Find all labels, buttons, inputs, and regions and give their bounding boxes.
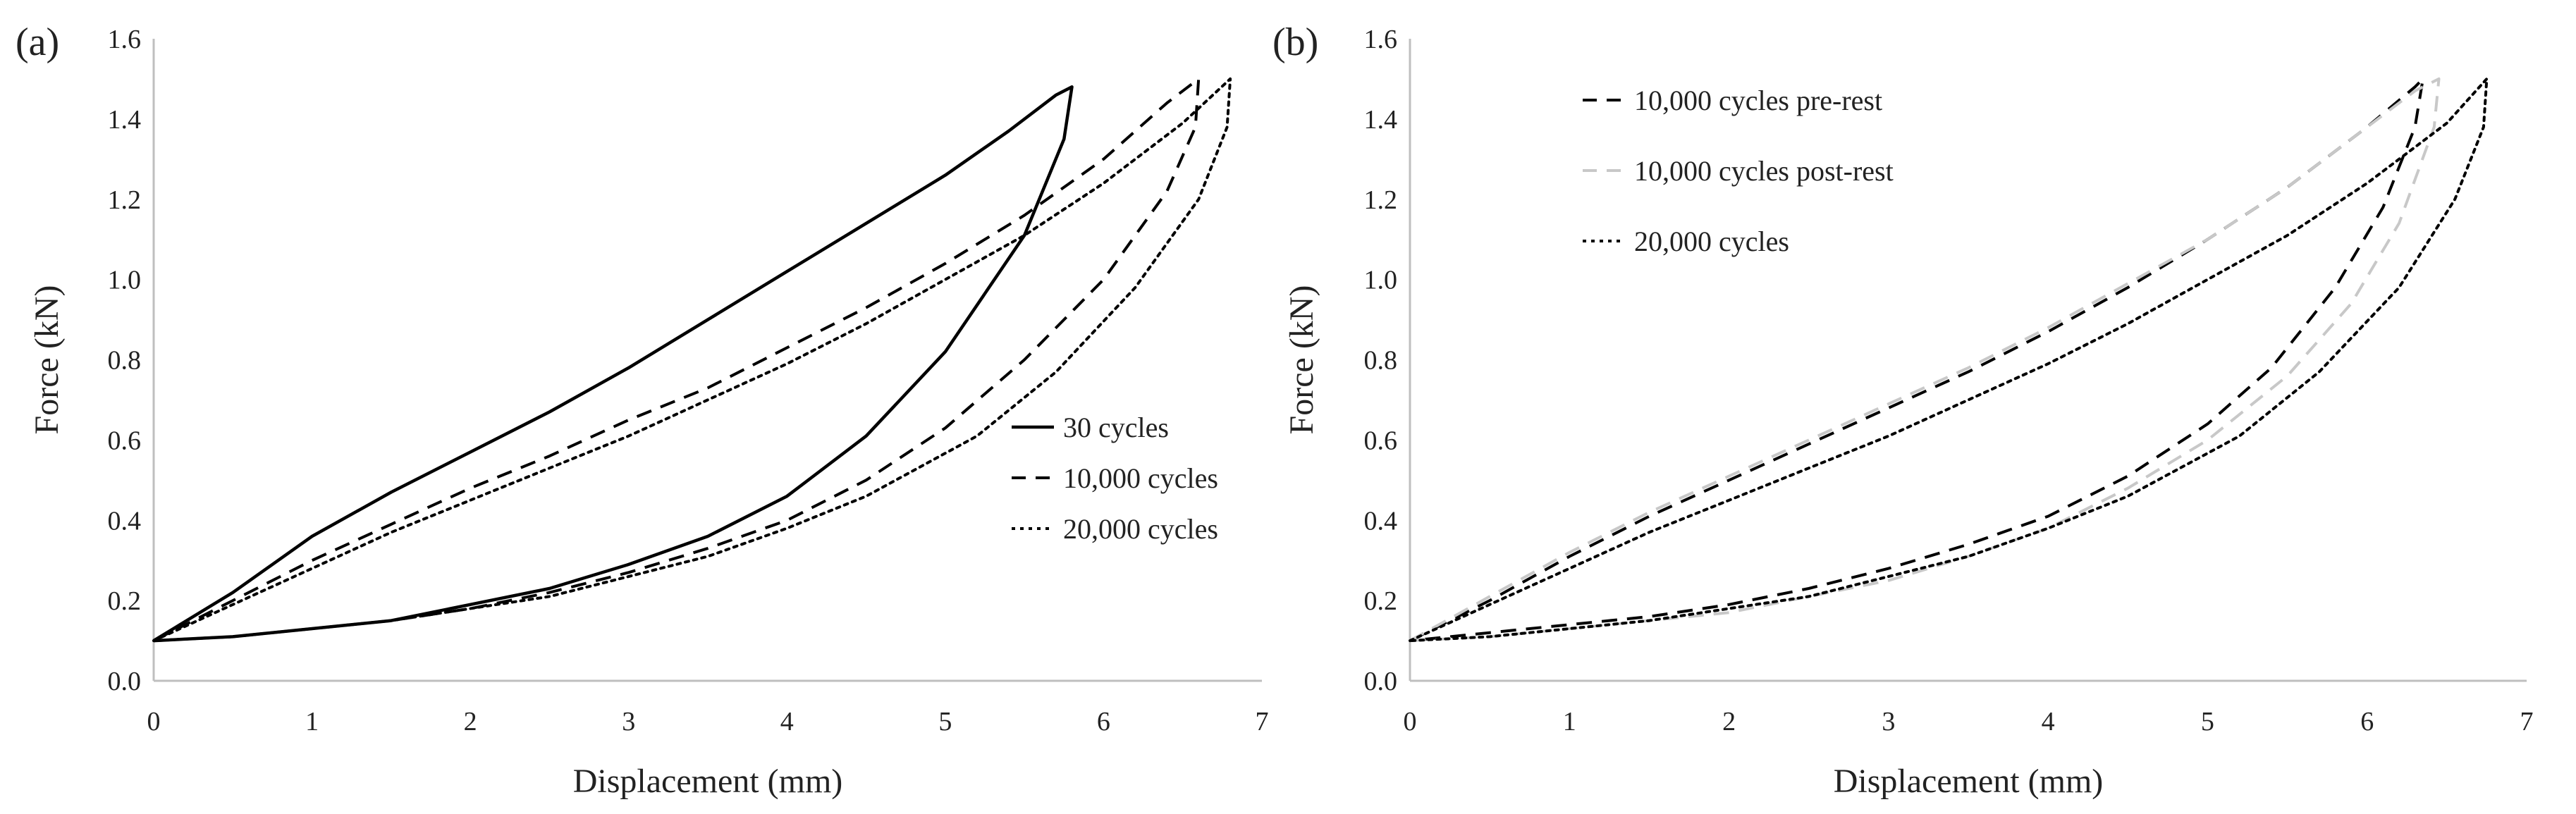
- panel-b-legend-label: 10,000 cycles post-rest: [1634, 155, 1894, 187]
- panel-b-x-tick-label: 1: [1563, 707, 1576, 736]
- panel-b-y-tick-label: 1.4: [1364, 105, 1398, 135]
- panel-a-x-axis-title: Displacement (mm): [573, 763, 843, 800]
- panel-a-legend-label: 30 cycles: [1063, 412, 1169, 443]
- panel-a-series-1-curve: [152, 85, 1074, 643]
- panel-a-y-tick-label: 1.6: [108, 25, 142, 54]
- panel-b-y-tick-label: 1.0: [1364, 266, 1398, 295]
- panel-a-series-2-curve: [153, 77, 1201, 643]
- panel-b-y-tick-label: 0.8: [1364, 346, 1398, 376]
- panel-a-y-tick-label: 1.2: [108, 185, 142, 215]
- panel-a-y-tick-label: 0.0: [108, 667, 142, 696]
- panel-b-x-tick-label: 4: [2042, 707, 2055, 736]
- panel-a-legend-label: 10,000 cycles: [1063, 462, 1218, 494]
- panel-a-x-tick-label: 4: [780, 707, 794, 736]
- panel-a-legend-label: 20,000 cycles: [1063, 513, 1218, 545]
- panel-b-chart: 0.0 0.2 0.4 0.6 0.8 1.0 1.2 1.4 1.6 0 1 2 3 4 5 6 7 Displ…: [1272, 20, 2534, 800]
- panel-b-y-tick-label: 0.4: [1364, 506, 1398, 536]
- panel-b-y-tick-label: 1.6: [1364, 25, 1398, 54]
- panel-b-y-tick-label: 0.2: [1364, 586, 1398, 616]
- panel-b-y-axis-title: Force (kN): [1283, 285, 1320, 435]
- panel-b-legend-label: 20,000 cycles: [1634, 226, 1789, 257]
- panel-a-y-tick-label: 0.8: [108, 346, 142, 376]
- panel-b-x-tick-label: 6: [2360, 707, 2374, 736]
- panel-b-y-tick-label: 1.2: [1364, 185, 1398, 215]
- panel-b-x-tick-label: 3: [1882, 707, 1895, 736]
- panel-a-label: (a): [16, 20, 59, 64]
- panel-a-x-tick-label: 0: [147, 707, 161, 736]
- panel-a-y-tick-label: 1.4: [108, 105, 142, 135]
- panel-a-y-axis-title: Force (kN): [28, 285, 66, 435]
- panel-a-x-tick-label: 2: [464, 707, 477, 736]
- panel-b-x-tick-label: 5: [2201, 707, 2214, 736]
- panel-b-y-tick-label: 0.6: [1364, 426, 1398, 455]
- panel-a-y-tick-label: 0.6: [108, 426, 142, 455]
- panel-b-legend-label: 10,000 cycles pre-rest: [1634, 85, 1882, 116]
- panel-a-y-tick-label: 0.2: [108, 586, 142, 616]
- panel-a-x-tick-label: 3: [622, 707, 635, 736]
- panel-a-x-tick-label: 7: [1256, 707, 1269, 736]
- panel-b-x-axis-title: Displacement (mm): [1834, 763, 2104, 800]
- panel-b-label: (b): [1272, 20, 1318, 64]
- panel-a-x-tick-label: 6: [1097, 707, 1110, 736]
- panel-b-x-tick-label: 7: [2520, 707, 2534, 736]
- panel-a-y-tick-label: 1.0: [108, 266, 142, 295]
- panel-b-x-tick-label: 0: [1404, 707, 1417, 736]
- panel-b-series-3-curve: [1409, 77, 2489, 643]
- panel-b-y-tick-label: 0.0: [1364, 667, 1398, 696]
- panel-b-x-tick-label: 2: [1722, 707, 1736, 736]
- panel-a-y-tick-label: 0.4: [108, 506, 142, 536]
- panel-b-series-2-curve: [1409, 77, 2441, 643]
- panel-a-x-tick-label: 5: [938, 707, 952, 736]
- panel-a-series-3-curve: [152, 77, 1232, 643]
- panel-a-chart: 0.0 0.2 0.4 0.6 0.8 1.0 1.2 1.4 1.6 0 1 2 3 4 5 6 7 Displ…: [16, 20, 1269, 800]
- panel-a-x-tick-label: 1: [305, 707, 319, 736]
